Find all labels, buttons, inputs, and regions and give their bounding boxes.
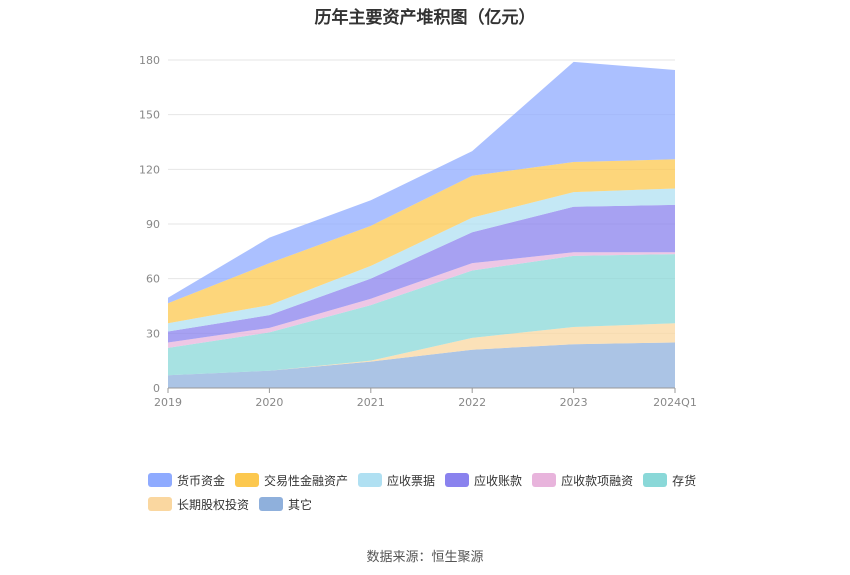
legend-item[interactable]: 货币资金: [148, 472, 225, 488]
y-tick-label: 0: [153, 382, 160, 395]
x-tick-label: 2023: [560, 396, 588, 409]
legend-swatch: [358, 473, 383, 487]
y-tick-label: 120: [139, 163, 160, 176]
area-存货[interactable]: [168, 254, 675, 376]
legend-item[interactable]: 应收账款: [445, 472, 522, 488]
area-应收账款[interactable]: [168, 204, 675, 343]
legend-swatch: [148, 473, 172, 487]
legend-label: 其它: [288, 497, 313, 512]
x-tick-label: 2022: [458, 396, 486, 409]
area-应收款项融资[interactable]: [168, 252, 675, 348]
legend-label: 存货: [672, 473, 697, 488]
legend-swatch: [532, 473, 557, 487]
legend-item[interactable]: 存货: [643, 472, 696, 488]
data-source-note: 数据来源：恒生聚源: [366, 550, 484, 565]
legend-label: 应收款项融资: [561, 473, 634, 488]
legend-label: 交易性金融资产: [264, 473, 349, 488]
x-tick-label: 2020: [255, 396, 283, 409]
legend-item[interactable]: 其它: [259, 496, 312, 512]
x-tick-label: 2019: [154, 396, 182, 409]
area-其它[interactable]: [168, 342, 675, 388]
area-货币资金[interactable]: [168, 61, 675, 304]
legend-swatch: [148, 497, 172, 511]
legend-swatch: [259, 497, 284, 511]
y-tick-label: 180: [139, 54, 160, 67]
area-series[interactable]: [168, 61, 675, 388]
legend-swatch: [643, 473, 668, 487]
legend-item[interactable]: 应收款项融资: [532, 472, 633, 488]
legend-item[interactable]: 长期股权投资: [148, 496, 249, 512]
x-tick-label: 2021: [357, 396, 385, 409]
legend-label: 货币资金: [177, 473, 226, 488]
x-tick-label: 2024Q1: [653, 396, 697, 409]
legend-label: 应收账款: [474, 473, 523, 488]
legend-label: 长期股权投资: [177, 497, 250, 512]
y-tick-label: 30: [146, 327, 160, 340]
y-tick-label: 60: [146, 273, 160, 286]
area-应收票据[interactable]: [168, 188, 675, 332]
legend-item[interactable]: 交易性金融资产: [235, 472, 348, 488]
legend-item[interactable]: 应收票据: [358, 472, 435, 488]
legend: 货币资金 交易性金融资产 应收票据 应收账款 应收款项融资 存货长期股权投资 其它: [148, 472, 728, 520]
legend-swatch: [235, 473, 260, 487]
y-tick-label: 90: [146, 218, 160, 231]
legend-swatch: [445, 473, 470, 487]
legend-label: 应收票据: [387, 473, 436, 488]
y-tick-label: 150: [139, 109, 160, 122]
axes: 0 30 60 90 120 150 180 2019 2020 2021 2022 2023 2024…: [139, 54, 697, 409]
chart-title: 历年主要资产堆积图（亿元）: [314, 8, 536, 28]
area-交易性金融资产[interactable]: [168, 159, 675, 324]
